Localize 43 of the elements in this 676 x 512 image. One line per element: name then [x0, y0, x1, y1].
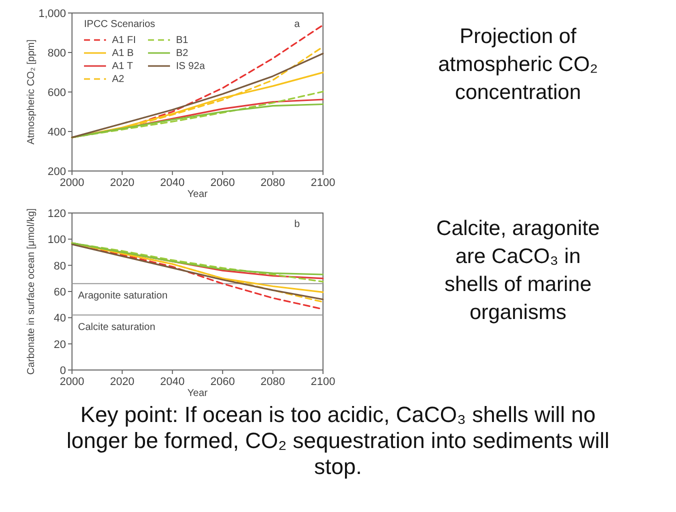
- y-tick-label: 200: [48, 166, 66, 178]
- legend-label: A2: [112, 74, 125, 85]
- y-tick-label: 800: [48, 48, 66, 60]
- y-axis-title: Atmospheric CO₂ [ppm]: [26, 39, 37, 145]
- y-tick-label: 400: [48, 126, 66, 138]
- legend-title: IPCC Scenarios: [84, 19, 156, 30]
- x-tick-label: 2040: [160, 376, 185, 388]
- x-axis-title: Year: [187, 388, 208, 399]
- y-tick-label: 120: [48, 208, 66, 220]
- x-tick-label: 2100: [310, 177, 336, 189]
- x-tick-label: 2060: [210, 376, 235, 388]
- text: Key point: If ocean is too acidic, CaCO₃ shells will no longer be formed, CO₂ sequestration into sediments will stop.: [66, 402, 610, 479]
- ref-line-label: Calcite saturation: [78, 322, 156, 334]
- annotation: a: [294, 19, 300, 30]
- y-tick-label: 60: [54, 286, 66, 298]
- ref-line-label: Aragonite saturation: [78, 290, 168, 302]
- x-tick-label: 2080: [260, 376, 286, 388]
- text: Projection of atmospheric CO₂ concentration: [438, 25, 598, 104]
- x-tick-label: 2020: [110, 376, 134, 388]
- y-tick-label: 0: [60, 365, 66, 377]
- x-axis-title: Year: [187, 189, 208, 200]
- legend-label: A1 T: [112, 61, 133, 72]
- x-tick-label: 2100: [310, 376, 336, 388]
- legend-label: B1: [176, 35, 189, 46]
- y-tick-label: 1,000: [38, 8, 66, 20]
- y-tick-label: 40: [54, 312, 66, 325]
- legend-label: IS 92a: [176, 61, 206, 72]
- y-tick-label: 100: [48, 234, 66, 246]
- y-tick-label: 80: [54, 260, 66, 272]
- y-axis-title: Carbonate in surface ocean [μmol/kg]: [26, 208, 37, 375]
- legend-label: A1 FI: [112, 35, 136, 46]
- y-tick-label: 20: [54, 338, 66, 351]
- x-tick-label: 2040: [160, 177, 185, 189]
- legend-label: B2: [176, 48, 189, 59]
- annotation: b: [294, 219, 300, 230]
- text: Calcite, aragonite are CaCO₃ in shells of marine organisms: [436, 217, 600, 324]
- x-tick-label: 2080: [260, 177, 286, 189]
- legend-label: A1 B: [112, 48, 134, 59]
- x-tick-label: 2060: [210, 177, 235, 189]
- x-tick-label: 2000: [60, 177, 84, 189]
- x-tick-label: 2020: [110, 177, 134, 189]
- y-tick-label: 600: [48, 87, 66, 99]
- x-tick-label: 2000: [60, 376, 84, 388]
